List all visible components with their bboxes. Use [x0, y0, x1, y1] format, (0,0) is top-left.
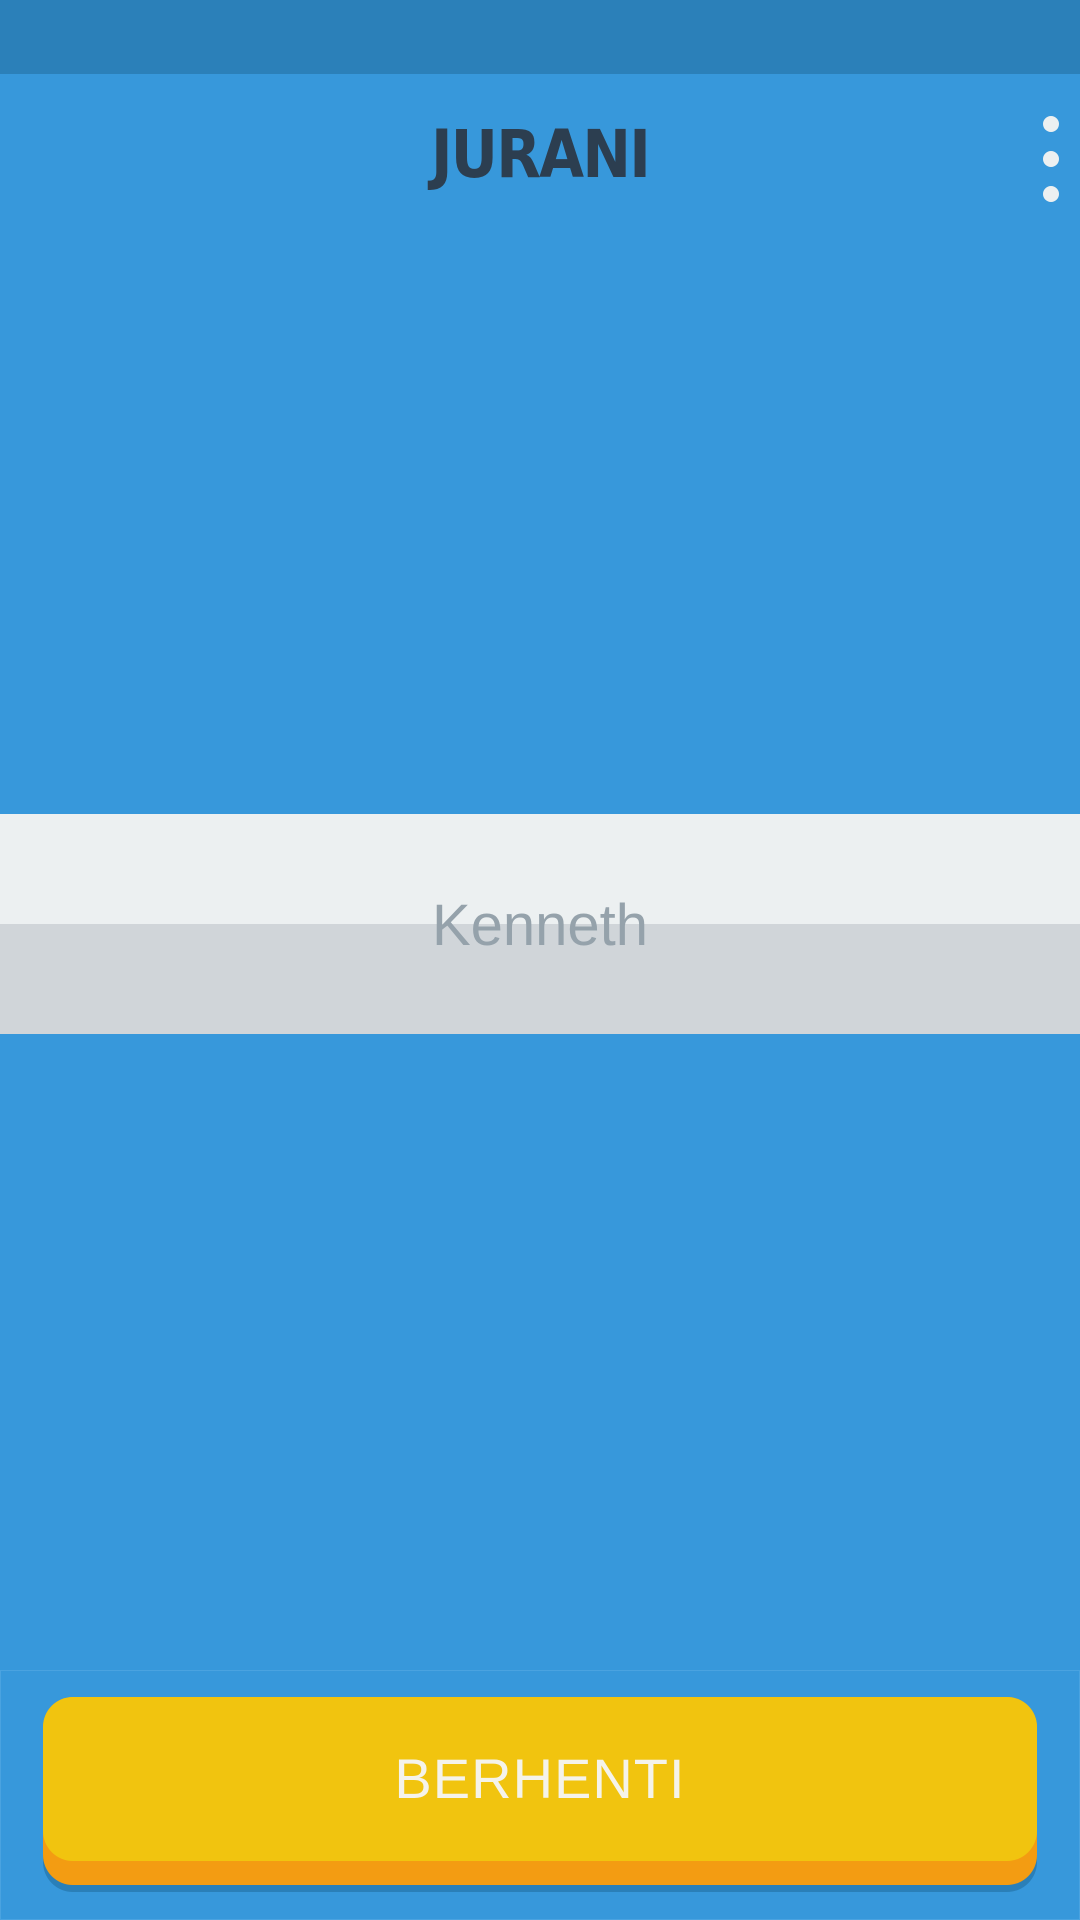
more-vertical-icon[interactable]	[1032, 108, 1070, 202]
app-logo: JURANI	[430, 116, 651, 193]
selected-name: Kenneth	[431, 893, 649, 958]
status-bar	[0, 0, 1080, 74]
name-panel-top	[0, 814, 1080, 924]
menu-dot	[1043, 116, 1059, 132]
name-panel-bottom	[0, 924, 1080, 1034]
menu-dot	[1043, 151, 1059, 167]
app-header: JURANI	[0, 74, 1080, 244]
stop-button-label: BERHENTI	[394, 1747, 686, 1810]
menu-dot	[1043, 186, 1059, 202]
name-display-panel: Kenneth	[0, 814, 1080, 1034]
stop-button[interactable]: BERHENTI	[43, 1697, 1037, 1861]
